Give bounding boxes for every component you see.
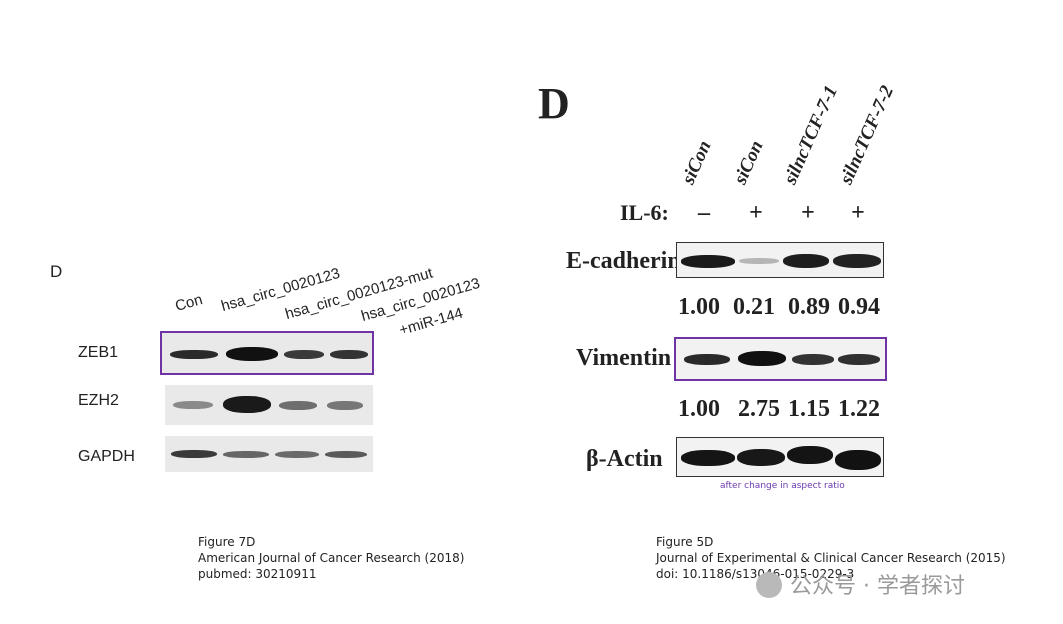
wechat-logo-icon [756,572,782,598]
band [171,450,217,458]
band [173,401,213,409]
right-lane-label-sicon-1: siCon [677,137,716,188]
band [833,254,881,268]
right-blot-vimentin [674,337,887,381]
left-lane-label-con: Con [173,291,205,315]
band [738,351,786,366]
il6-sign-3: + [801,200,815,226]
band [284,350,324,359]
band [838,354,880,365]
right-caption: Figure 5D Journal of Experimental & Clin… [656,534,1006,582]
right-panel-label: D [538,79,570,128]
right-row-label-beta-actin: β-Actin [586,446,663,472]
right-caption-line3: doi: 10.1186/s13046-015-0229-3 [656,567,855,581]
il6-sign-2: + [749,200,763,226]
left-caption-line2: American Journal of Cancer Research (201… [198,551,465,565]
band [737,449,785,466]
band [325,451,367,458]
band [226,347,278,361]
band [681,255,735,268]
right-blot-ecadherin [676,242,884,278]
ecadherin-quant-3: 0.89 [788,294,830,320]
band [792,354,834,365]
right-caption-line2: Journal of Experimental & Clinical Cance… [656,551,1006,565]
right-lane-label-sicon-2: siCon [729,137,768,188]
band [223,451,269,458]
ecadherin-quant-1: 1.00 [678,294,720,320]
ecadherin-quant-4: 0.94 [838,294,880,320]
right-row-label-ecadherin: E-cadherin [566,248,681,274]
left-panel-label: D [50,262,63,281]
il6-sign-1: – [698,200,710,226]
ecadherin-quant-2: 0.21 [733,294,775,320]
left-blot-ezh2 [165,385,373,425]
right-row-label-vimentin: Vimentin [576,345,672,371]
band [330,350,368,359]
band [681,450,735,466]
band [783,254,829,268]
left-row-label-ezh2: EZH2 [78,392,119,409]
watermark-text: 公众号 · 学者探讨 [790,574,965,599]
right-caption-line1: Figure 5D [656,535,714,549]
band [327,401,363,410]
left-row-label-zeb1: ZEB1 [78,344,119,361]
vimentin-quant-2: 2.75 [738,396,780,422]
band [223,396,271,413]
vimentin-quant-3: 1.15 [788,396,830,422]
il6-sign-4: + [851,200,865,226]
left-caption: Figure 7D American Journal of Cancer Res… [198,534,464,582]
band [279,401,317,410]
right-lane-label-silnctcf-7-2: silncTCF-7-2 [835,82,899,188]
band [684,354,730,365]
left-blot-zeb1 [160,331,374,375]
band [170,350,218,359]
band [739,258,779,264]
band [787,446,833,464]
vimentin-quant-4: 1.22 [838,396,880,422]
il6-label: IL-6: [620,200,669,225]
right-blot-beta-actin [676,437,884,477]
aspect-ratio-note: after change in aspect ratio [720,481,845,491]
left-caption-line3: pubmed: 30210911 [198,567,317,581]
right-lane-label-silnctcf-7-1: silncTCF-7-1 [779,82,843,188]
band [275,451,319,458]
left-blot-gapdh [165,436,373,472]
vimentin-quant-1: 1.00 [678,396,720,422]
band [835,450,881,470]
left-caption-line1: Figure 7D [198,535,256,549]
left-row-label-gapdh: GAPDH [78,448,135,465]
